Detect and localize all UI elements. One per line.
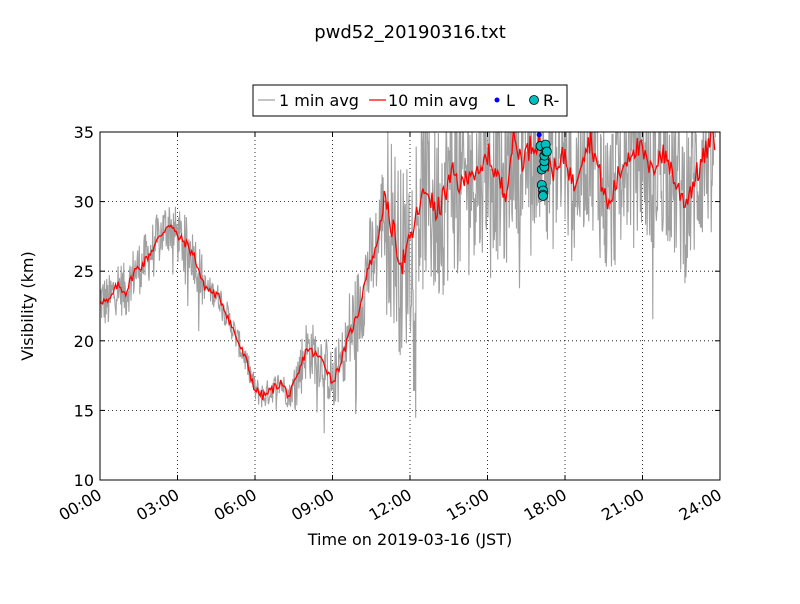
legend-label-R: R- — [543, 91, 559, 110]
legend-label-1min: 1 min avg — [279, 91, 359, 110]
x-axis-label: Time on 2019-03-16 (JST) — [307, 530, 512, 549]
legend-label-10min: 10 min avg — [388, 91, 478, 110]
y-tick-label: 15 — [74, 401, 94, 420]
legend-box — [252, 84, 568, 117]
y-axis-label: Visibility (km) — [18, 251, 37, 360]
grid-lines — [100, 132, 720, 480]
y-tick-label: 35 — [74, 123, 94, 142]
legend-marker-L — [494, 97, 500, 103]
chart-title: pwd52_20190316.txt — [314, 22, 506, 43]
y-tick-label: 25 — [74, 262, 94, 281]
marker-R — [538, 191, 548, 201]
y-tick-label: 30 — [74, 193, 94, 212]
y-tick-label: 10 — [74, 471, 94, 490]
y-axis-ticks: 10 15 20 25 30 35 — [74, 123, 720, 490]
series-1min-avg — [100, 132, 716, 434]
legend: 1 min avg 10 min avg L R- — [252, 84, 568, 117]
y-tick-label: 20 — [74, 332, 94, 351]
series-layer — [100, 132, 716, 434]
legend-marker-R — [529, 95, 539, 105]
series-10min-avg — [100, 132, 716, 401]
marker-L — [536, 132, 542, 138]
marker-R — [542, 146, 552, 157]
plot-clip — [100, 132, 716, 434]
legend-label-L: L — [506, 91, 515, 110]
